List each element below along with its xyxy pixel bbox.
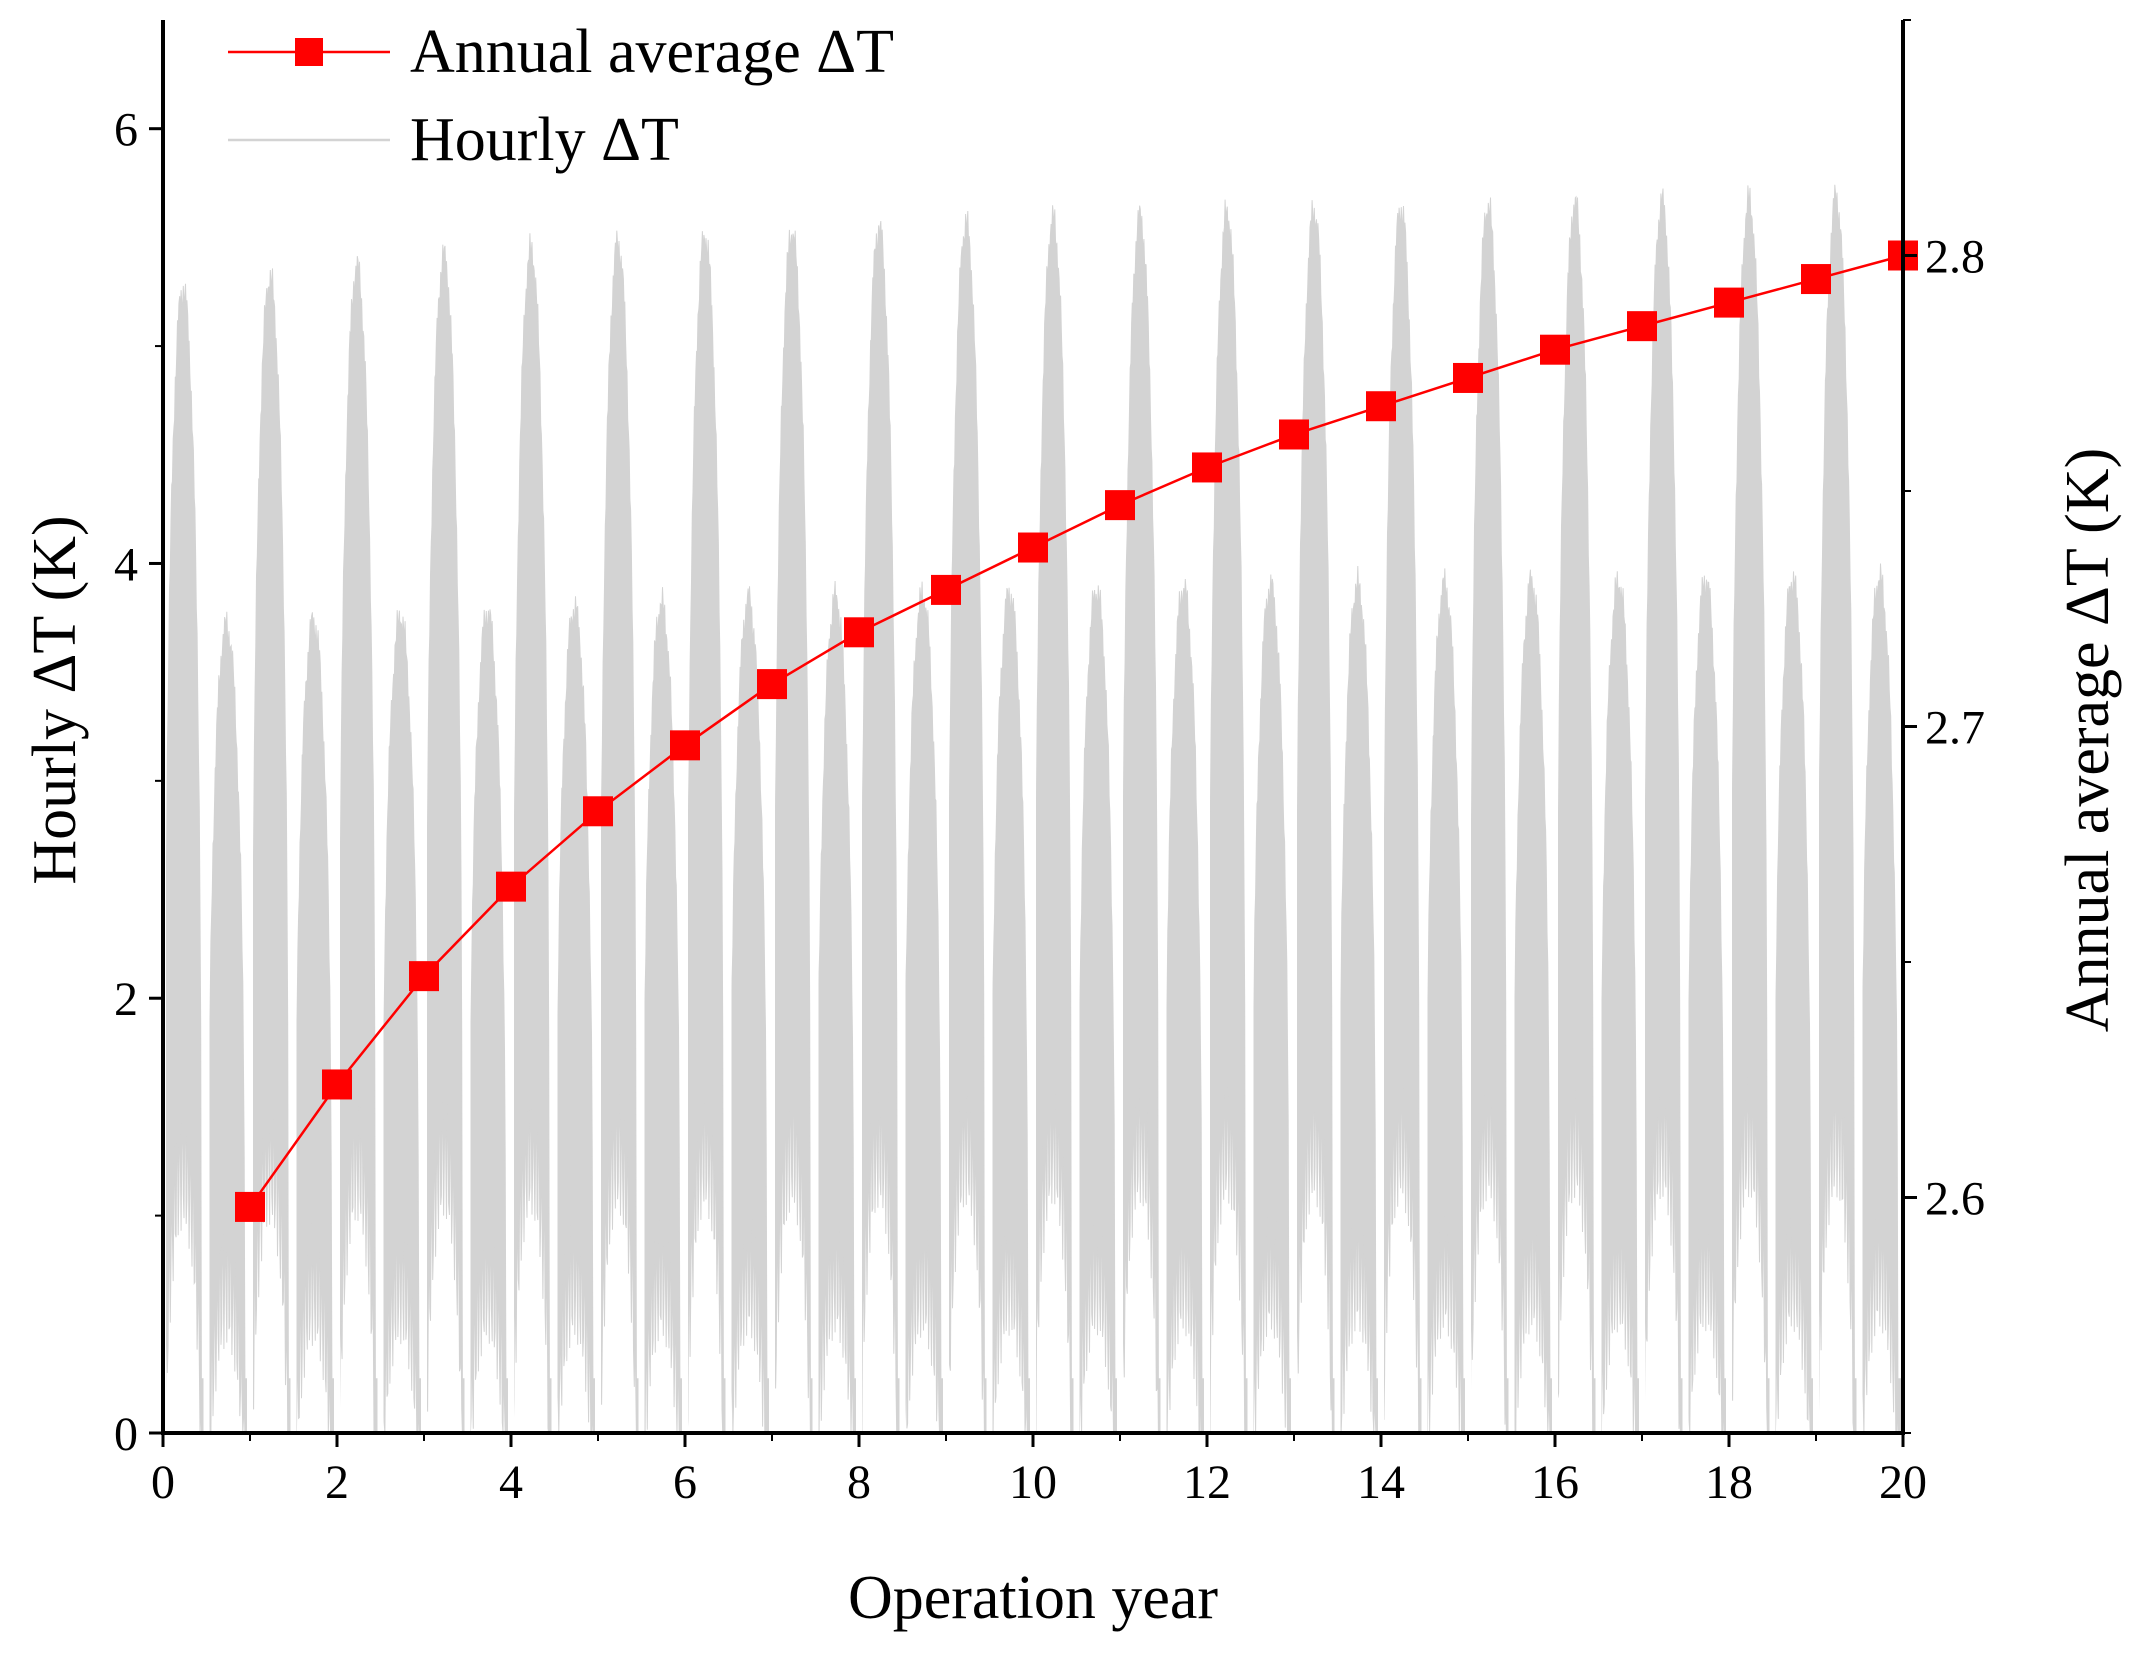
hourly-gap xyxy=(551,20,558,1433)
annual-average-point xyxy=(1540,334,1570,365)
hourly-gap xyxy=(464,20,471,1433)
annual-average-series xyxy=(235,240,1918,1222)
hourly-gap xyxy=(1160,20,1167,1433)
y-left-tick-label: 2 xyxy=(114,973,138,1026)
annual-average-point xyxy=(1279,419,1309,450)
annual-average-point xyxy=(409,961,439,992)
x-tick-label: 8 xyxy=(847,1456,871,1509)
x-tick-label: 2 xyxy=(325,1456,349,1509)
y-right-axis-title: Annual average ΔT (K) xyxy=(2054,448,2122,1032)
legend: Annual average ΔT Hourly ΔT xyxy=(228,18,894,174)
hourly-gap xyxy=(334,20,340,1433)
hourly-gap xyxy=(595,20,601,1433)
annual-average-point xyxy=(1714,287,1744,318)
hourly-gap xyxy=(899,20,906,1433)
hourly-gap xyxy=(1073,20,1080,1433)
hourly-gap xyxy=(508,20,514,1433)
hourly-delta-t-series xyxy=(160,20,1904,1434)
annual-average-point xyxy=(1018,532,1048,563)
hourly-gap xyxy=(1465,20,1471,1433)
annual-average-point xyxy=(931,574,961,605)
x-tick-label: 6 xyxy=(673,1456,697,1509)
hourly-gap xyxy=(1291,20,1297,1433)
x-tick-label: 16 xyxy=(1531,1456,1579,1509)
annual-average-point xyxy=(1366,391,1396,422)
hourly-gap xyxy=(769,20,775,1433)
annual-average-point xyxy=(1453,362,1483,393)
hourly-gap xyxy=(1856,20,1863,1433)
hourly-gap xyxy=(1204,20,1210,1433)
y-left-tick-label: 4 xyxy=(114,538,138,591)
annual-average-point xyxy=(496,871,526,902)
hourly-gap xyxy=(421,20,427,1433)
hourly-gap xyxy=(1247,20,1254,1433)
hourly-gap xyxy=(1769,20,1776,1433)
x-tick-label: 14 xyxy=(1357,1456,1405,1509)
legend-hourly-label: Hourly ΔT xyxy=(410,106,679,174)
hourly-gap xyxy=(725,20,732,1433)
y-right-tick-label: 2.7 xyxy=(1925,702,1985,755)
hourly-gap xyxy=(638,20,645,1433)
hourly-gap xyxy=(1030,20,1036,1433)
x-tick-label: 18 xyxy=(1705,1456,1753,1509)
annual-average-point xyxy=(1192,452,1222,483)
y-left-axis-title: Hourly ΔT (K) xyxy=(21,515,89,884)
legend-annual-label: Annual average ΔT xyxy=(410,18,894,86)
annual-average-point xyxy=(1627,311,1657,342)
hourly-gap xyxy=(943,20,949,1433)
hourly-gap xyxy=(1595,20,1602,1433)
hourly-gap xyxy=(1378,20,1384,1433)
x-tick-label: 20 xyxy=(1879,1456,1927,1509)
hourly-gap xyxy=(986,20,993,1433)
hourly-gap xyxy=(856,20,862,1433)
hourly-gap xyxy=(1334,20,1341,1433)
y-right-tick-label: 2.8 xyxy=(1925,231,1985,284)
hourly-gap xyxy=(812,20,819,1433)
hourly-gap xyxy=(1552,20,1558,1433)
annual-average-point xyxy=(1801,264,1831,295)
annual-average-point xyxy=(670,730,700,761)
x-tick-label: 12 xyxy=(1183,1456,1231,1509)
legend-annual-marker xyxy=(295,38,323,66)
y-left-tick-label: 0 xyxy=(114,1408,138,1461)
hourly-gap xyxy=(1726,20,1732,1433)
annual-average-point xyxy=(757,669,787,700)
annual-average-point xyxy=(322,1069,352,1100)
hourly-gap xyxy=(682,20,688,1433)
hourly-gap xyxy=(1421,20,1428,1433)
hourly-gap xyxy=(247,20,253,1433)
x-tick-label: 0 xyxy=(151,1456,175,1509)
annual-average-point xyxy=(1105,490,1135,521)
hourly-gap xyxy=(1508,20,1515,1433)
hourly-gap xyxy=(1639,20,1645,1433)
y-right-tick-label: 2.6 xyxy=(1925,1173,1985,1226)
hourly-gap xyxy=(1117,20,1123,1433)
hourly-gap xyxy=(290,20,297,1433)
annual-average-point xyxy=(583,796,613,827)
hourly-gap xyxy=(1682,20,1689,1433)
axes: 0 2 4 6 8 10 12 14 16 18 20 0 2 4 6 2.6 2.7 2.8 xyxy=(114,19,1985,1509)
x-axis-title: Operation year xyxy=(848,1564,1218,1632)
annual-average-point xyxy=(844,617,874,648)
y-left-tick-label: 6 xyxy=(114,104,138,157)
hourly-gap xyxy=(203,20,210,1433)
hourly-gap xyxy=(377,20,384,1433)
x-tick-label: 10 xyxy=(1009,1456,1057,1509)
hourly-gap xyxy=(1813,20,1819,1433)
annual-average-point xyxy=(235,1191,265,1222)
x-tick-label: 4 xyxy=(499,1456,523,1509)
